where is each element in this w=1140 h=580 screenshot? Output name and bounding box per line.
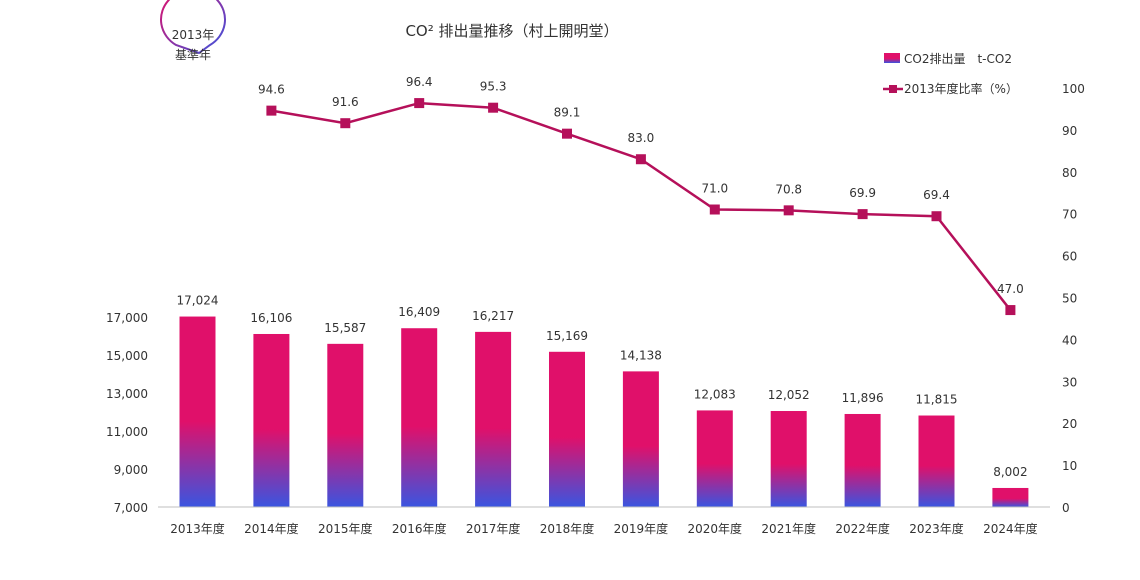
right-tick-label: 10 [1062, 459, 1077, 473]
bar-value-label: 17,024 [177, 294, 219, 308]
bar-value-label: 15,587 [324, 321, 366, 335]
right-tick-label: 0 [1062, 501, 1070, 515]
ratio-value-label: 70.8 [775, 182, 802, 196]
bar [770, 411, 807, 507]
bar [475, 331, 512, 507]
x-tick-label: 2021年度 [761, 521, 816, 536]
callout-line1: 2013年 [172, 28, 215, 42]
bar [179, 316, 216, 507]
bar [549, 351, 585, 507]
callout-line2: 基準年 [175, 47, 211, 62]
bar [401, 328, 438, 507]
x-tick-label: 2017年度 [466, 521, 521, 536]
right-tick-label: 80 [1062, 166, 1077, 180]
x-tick-label: 2014年度 [244, 521, 299, 536]
left-tick-label: 13,000 [106, 387, 148, 401]
bar-value-label: 15,169 [546, 329, 588, 343]
left-tick-label: 9,000 [114, 463, 148, 477]
x-tick-label: 2020年度 [688, 521, 743, 536]
bar [696, 410, 733, 507]
ratio-marker [857, 209, 868, 220]
left-tick-label: 15,000 [106, 349, 148, 363]
right-axis: 0 10 20 30 40 50 60 70 80 90 100 [1062, 82, 1085, 515]
right-tick-label: 90 [1062, 124, 1077, 138]
x-tick-label: 2022年度 [835, 521, 890, 536]
right-tick-label: 30 [1062, 375, 1077, 389]
x-tick-label: 2024年度 [983, 521, 1038, 536]
ratio-value-label: 69.4 [923, 188, 950, 202]
bar-value-label: 16,217 [472, 309, 514, 323]
bar-value-label: 12,052 [768, 388, 810, 402]
bar [622, 371, 659, 507]
bar-value-label: 12,083 [694, 387, 736, 401]
bar-value-labels: 17,024 16,106 15,587 16,409 16,217 15,169 14,1… [177, 294, 1028, 479]
ratio-marker [340, 118, 351, 129]
ratio-value-label: 69.9 [849, 186, 876, 200]
x-tick-label: 2015年度 [318, 521, 373, 536]
left-tick-label: 17,000 [106, 311, 148, 325]
bar-series [179, 316, 1029, 507]
bar-value-label: 14,138 [620, 348, 662, 362]
left-axis: 7,000 9,000 11,000 13,000 15,000 17,000 [106, 311, 148, 515]
bar-value-label: 16,409 [398, 305, 440, 319]
ratio-marker [562, 128, 572, 139]
line-series: 94.6 91.6 96.4 95.3 89.1 83.0 71.0 70.8 69.9 69.4… [258, 75, 1024, 316]
bar-value-label: 11,896 [842, 391, 884, 405]
ratio-marker [1005, 305, 1016, 316]
chart-title: CO² 排出量推移（村上開明堂） [405, 22, 618, 40]
callout-bubble [160, 0, 226, 55]
ratio-marker [266, 105, 277, 116]
ratio-value-label: 47.0 [997, 282, 1024, 296]
x-tick-label: 2018年度 [540, 521, 595, 536]
legend-line-label: 2013年度比率（%） [904, 81, 1018, 96]
legend-bar-swatch [884, 53, 900, 63]
bar [918, 415, 955, 507]
ratio-marker [414, 98, 425, 109]
left-tick-label: 7,000 [114, 501, 148, 515]
bar-value-label: 16,106 [250, 311, 292, 325]
bar [992, 487, 1029, 507]
bar-value-label: 8,002 [993, 465, 1027, 479]
legend-line-marker [889, 85, 897, 93]
x-tick-label: 2023年度 [909, 521, 964, 536]
ratio-value-label: 91.6 [332, 95, 359, 109]
left-tick-label: 11,000 [106, 425, 148, 439]
ratio-marker [488, 102, 499, 113]
right-tick-label: 100 [1062, 82, 1085, 96]
ratio-value-label: 94.6 [258, 83, 285, 97]
baseline-callout: 2013年 基準年 [160, 0, 226, 62]
ratio-value-label: 71.0 [701, 182, 728, 196]
right-tick-label: 70 [1062, 208, 1077, 222]
right-tick-label: 50 [1062, 292, 1077, 306]
bar [327, 343, 364, 507]
x-tick-label: 2019年度 [614, 521, 669, 536]
legend-bar-label: CO2排出量 t-CO2 [904, 52, 1012, 66]
bar [844, 413, 881, 507]
x-tick-label: 2013年度 [170, 521, 225, 536]
right-tick-label: 20 [1062, 417, 1077, 431]
ratio-value-label: 83.0 [628, 131, 655, 145]
bar [253, 333, 290, 507]
bar-value-label: 11,815 [916, 393, 958, 407]
ratio-marker [931, 211, 942, 222]
ratio-marker [783, 205, 794, 216]
ratio-value-label: 96.4 [406, 75, 433, 89]
x-axis: 2013年度 2014年度 2015年度 2016年度 2017年度 2018年度 2019… [158, 506, 1050, 536]
legend: CO2排出量 t-CO2 2013年度比率（%） [883, 52, 1018, 96]
ratio-value-label: 95.3 [480, 80, 507, 94]
ratio-marker [635, 154, 646, 165]
right-tick-label: 60 [1062, 250, 1077, 264]
right-tick-label: 40 [1062, 333, 1077, 347]
ratio-marker [709, 204, 720, 215]
x-tick-label: 2016年度 [392, 521, 447, 536]
ratio-value-label: 89.1 [554, 106, 581, 120]
